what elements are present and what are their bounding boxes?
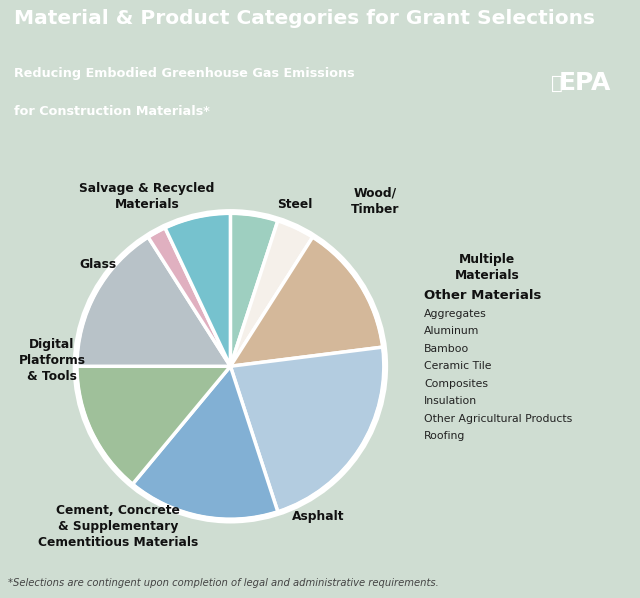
Text: Composites: Composites <box>424 379 488 389</box>
Text: Digital
Platforms
& Tools: Digital Platforms & Tools <box>19 338 86 383</box>
Wedge shape <box>77 237 230 366</box>
Wedge shape <box>132 366 278 519</box>
Text: *Selections are contingent upon completion of legal and administrative requireme: *Selections are contingent upon completi… <box>8 578 439 588</box>
Text: ⎈: ⎈ <box>551 74 563 93</box>
Text: Aluminum: Aluminum <box>424 327 479 337</box>
Text: Salvage & Recycled
Materials: Salvage & Recycled Materials <box>79 182 214 211</box>
Text: Material & Product Categories for Grant Selections: Material & Product Categories for Grant … <box>14 10 595 29</box>
Text: Ceramic Tile: Ceramic Tile <box>424 361 492 371</box>
Text: Roofing: Roofing <box>424 431 465 441</box>
Text: Insulation: Insulation <box>424 396 477 406</box>
Text: EPA: EPA <box>559 71 611 96</box>
Wedge shape <box>148 228 230 366</box>
Text: Multiple
Materials: Multiple Materials <box>455 252 520 282</box>
Wedge shape <box>165 213 230 366</box>
Text: Bamboo: Bamboo <box>424 344 469 354</box>
Text: Other Agricultural Products: Other Agricultural Products <box>424 414 572 423</box>
Wedge shape <box>230 213 278 366</box>
Text: for Construction Materials*: for Construction Materials* <box>14 105 210 118</box>
Wedge shape <box>230 347 384 512</box>
Text: Other Materials: Other Materials <box>424 289 541 302</box>
Wedge shape <box>230 221 312 366</box>
Text: Steel: Steel <box>277 198 313 211</box>
Text: Asphalt: Asphalt <box>292 509 344 523</box>
Text: Reducing Embodied Greenhouse Gas Emissions: Reducing Embodied Greenhouse Gas Emissio… <box>14 67 355 80</box>
Text: Cement, Concrete
& Supplementary
Cementitious Materials: Cement, Concrete & Supplementary Cementi… <box>38 504 198 549</box>
Wedge shape <box>77 366 230 484</box>
Text: Wood/
Timber: Wood/ Timber <box>351 187 399 216</box>
Wedge shape <box>230 237 383 366</box>
Text: Glass: Glass <box>79 258 116 271</box>
Text: Aggregates: Aggregates <box>424 309 487 319</box>
